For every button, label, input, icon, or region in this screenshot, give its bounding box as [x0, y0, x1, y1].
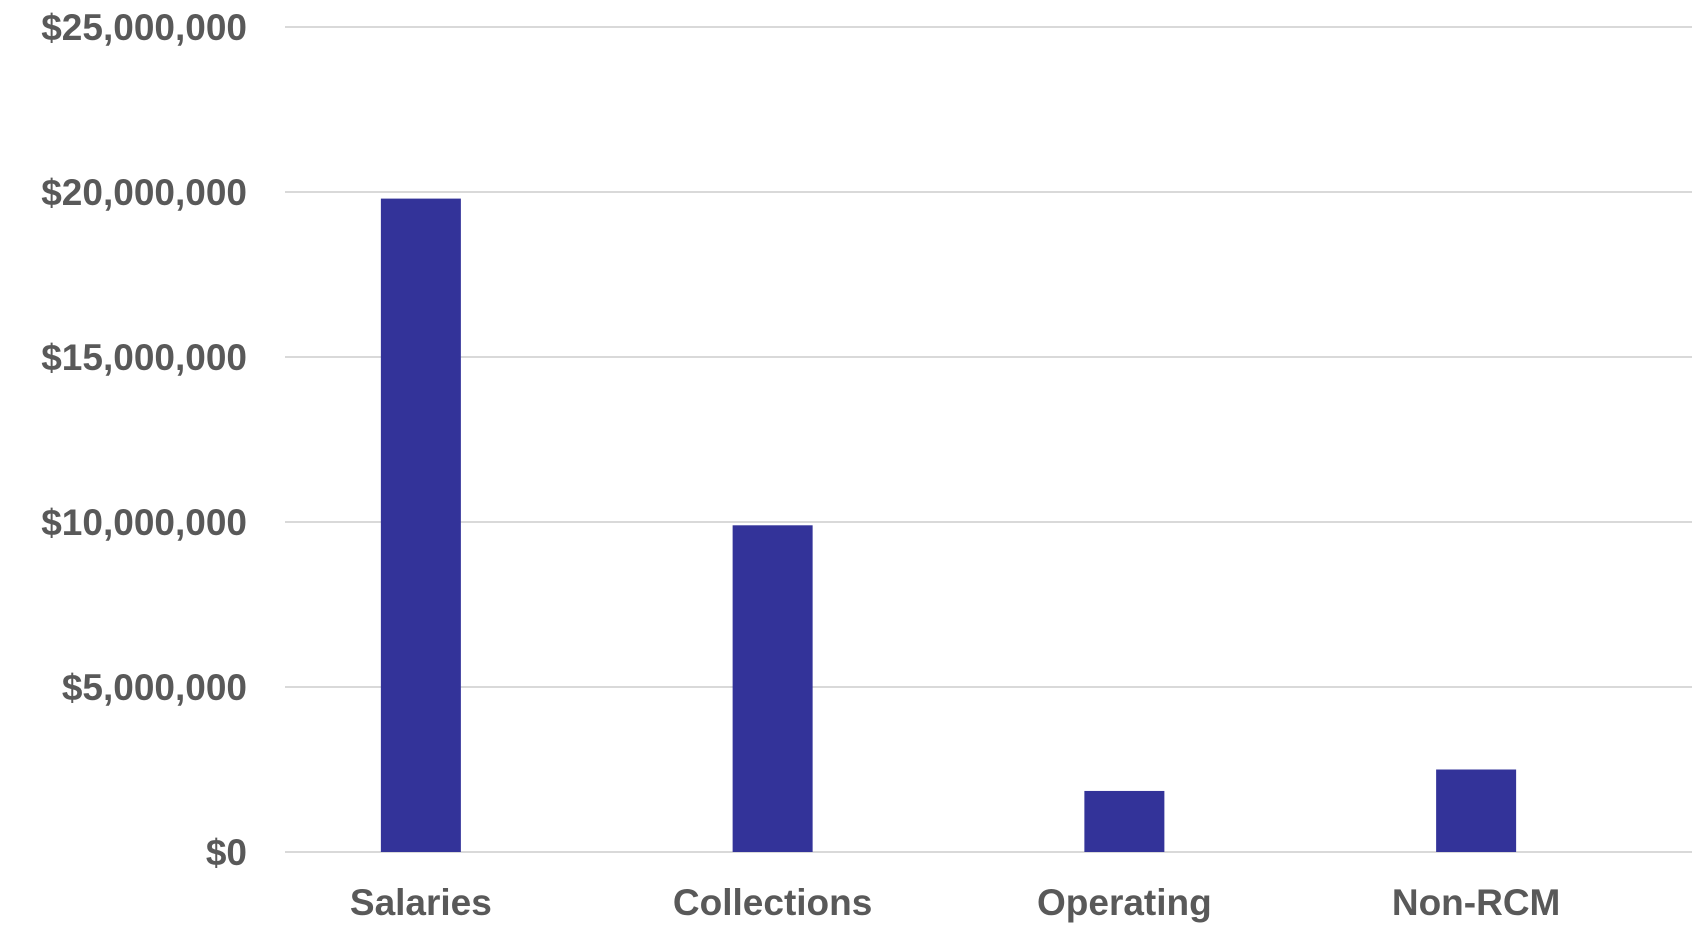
bars	[380, 198, 1517, 853]
x-tick-label: Non-RCM	[1392, 882, 1561, 923]
x-tick-label: Collections	[673, 882, 872, 923]
y-tick-label: $5,000,000	[62, 667, 247, 708]
bar-collections	[732, 525, 813, 852]
x-tick-label: Operating	[1037, 882, 1212, 923]
gridlines	[285, 26, 1692, 853]
y-tick-label: $0	[206, 832, 247, 873]
bar-operating	[1084, 790, 1165, 852]
bar-non-rcm	[1436, 769, 1517, 852]
y-tick-label: $25,000,000	[41, 7, 247, 48]
y-tick-label: $20,000,000	[41, 172, 247, 213]
y-tick-label: $15,000,000	[41, 337, 247, 378]
y-axis-tick-labels: $0 $5,000,000 $10,000,000 $15,000,000 $20,00…	[41, 7, 247, 873]
x-axis-category-labels: Salaries Collections Operating Non-RCM	[350, 882, 1560, 923]
y-tick-label: $10,000,000	[41, 502, 247, 543]
bar-salaries	[380, 198, 461, 853]
x-tick-label: Salaries	[350, 882, 492, 923]
